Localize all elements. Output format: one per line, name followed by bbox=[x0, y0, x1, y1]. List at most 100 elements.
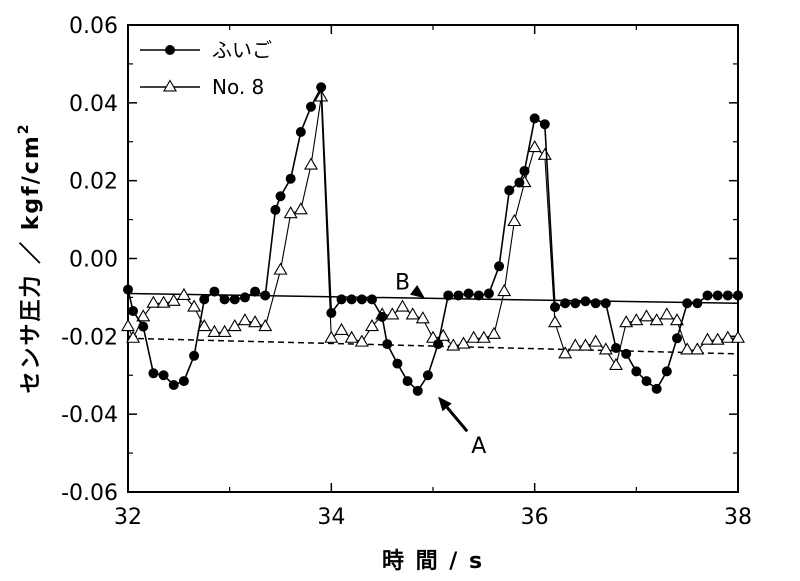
data-point-fuigo bbox=[560, 298, 571, 309]
data-point-fuigo bbox=[672, 333, 682, 344]
data-point-fuigo bbox=[483, 288, 494, 299]
x-tick-label: 32 bbox=[114, 505, 142, 530]
data-point-fuigo bbox=[473, 290, 484, 301]
data-point-fuigo bbox=[377, 311, 388, 322]
data-point-no8 bbox=[364, 318, 380, 332]
x-tick-label: 38 bbox=[724, 505, 752, 530]
reference-lines bbox=[127, 292, 739, 355]
annotations: BA bbox=[395, 271, 486, 459]
data-point-fuigo bbox=[128, 306, 139, 317]
data-point-no8 bbox=[395, 299, 410, 312]
data-point-no8 bbox=[283, 206, 298, 219]
data-point-fuigo bbox=[199, 294, 210, 305]
data-point-fuigo bbox=[219, 294, 230, 305]
data-point-fuigo bbox=[433, 339, 444, 350]
data-point-no8 bbox=[568, 338, 583, 351]
data-point-no8 bbox=[237, 313, 252, 326]
data-point-fuigo bbox=[514, 177, 525, 188]
data-point-no8 bbox=[258, 318, 273, 332]
data-point-no8 bbox=[405, 307, 420, 320]
data-point-no8 bbox=[207, 324, 222, 337]
data-point-fuigo bbox=[463, 288, 474, 299]
reference-line-a bbox=[127, 337, 739, 355]
data-point-fuigo bbox=[168, 379, 179, 390]
data-point-no8 bbox=[273, 262, 288, 275]
y-axis-label-superscript: 2 bbox=[16, 122, 32, 134]
data-point-no8 bbox=[197, 318, 212, 332]
data-point-fuigo bbox=[326, 307, 337, 318]
data-point-no8 bbox=[415, 311, 430, 324]
data-point-fuigo bbox=[260, 290, 271, 301]
data-point-fuigo bbox=[733, 290, 743, 301]
data-point-fuigo bbox=[336, 294, 347, 305]
data-point-fuigo bbox=[178, 376, 189, 387]
data-point-fuigo bbox=[402, 376, 413, 387]
data-point-fuigo bbox=[239, 292, 250, 303]
data-point-no8 bbox=[598, 342, 613, 355]
data-point-no8 bbox=[730, 330, 746, 343]
y-tick-label: -0.04 bbox=[61, 403, 118, 428]
data-point-fuigo bbox=[158, 370, 169, 381]
y-tick-label: 0.00 bbox=[69, 248, 118, 273]
data-point-fuigo bbox=[529, 113, 540, 124]
data-point-no8 bbox=[547, 315, 563, 328]
data-point-no8 bbox=[293, 202, 308, 215]
y-tick-label: 0.06 bbox=[69, 14, 118, 39]
x-tick-label: 34 bbox=[317, 505, 345, 530]
data-point-no8 bbox=[486, 326, 502, 339]
x-tick-label: 36 bbox=[521, 505, 549, 530]
data-point-fuigo bbox=[621, 348, 632, 359]
y-axis-label: センサ圧力 ／ kgf/cm2 bbox=[16, 122, 44, 393]
data-point-no8 bbox=[334, 322, 349, 336]
y-tick-label: 0.02 bbox=[69, 170, 118, 195]
data-point-no8 bbox=[527, 139, 542, 153]
data-point-fuigo bbox=[422, 370, 433, 381]
data-point-no8 bbox=[176, 287, 191, 300]
data-point-no8 bbox=[227, 318, 242, 332]
data-point-no8 bbox=[324, 330, 339, 343]
data-point-fuigo bbox=[138, 321, 149, 332]
legend-label-fuigo: ふいご bbox=[212, 38, 272, 62]
reference-line-b bbox=[127, 292, 739, 305]
data-point-fuigo bbox=[550, 302, 560, 313]
data-point-fuigo bbox=[692, 298, 703, 309]
data-point-fuigo bbox=[590, 298, 601, 309]
legend-marker-fuigo bbox=[165, 45, 175, 55]
data-point-no8 bbox=[476, 330, 491, 343]
data-point-fuigo bbox=[306, 101, 316, 112]
data-point-fuigo bbox=[504, 185, 515, 196]
data-point-fuigo bbox=[316, 82, 327, 93]
data-point-fuigo bbox=[367, 294, 377, 305]
data-point-no8 bbox=[354, 334, 369, 347]
annotation-label-b: B bbox=[395, 271, 410, 296]
data-point-fuigo bbox=[641, 376, 652, 387]
series-line-fuigo bbox=[127, 84, 738, 393]
data-point-fuigo bbox=[270, 204, 281, 215]
data-point-fuigo bbox=[600, 298, 611, 309]
data-point-fuigo bbox=[356, 294, 367, 305]
annotation-arrow-a bbox=[445, 406, 469, 433]
data-point-no8 bbox=[619, 315, 634, 328]
data-point-no8 bbox=[629, 313, 644, 326]
annotation-arrowhead-b bbox=[410, 285, 425, 299]
data-point-fuigo bbox=[275, 191, 286, 202]
data-point-fuigo bbox=[519, 165, 530, 176]
data-point-no8 bbox=[303, 157, 319, 170]
data-point-fuigo bbox=[346, 294, 357, 305]
data-point-fuigo bbox=[382, 339, 393, 350]
legend: ふいご No. 8 bbox=[140, 38, 272, 99]
data-point-no8 bbox=[659, 307, 674, 320]
data-point-no8 bbox=[710, 332, 725, 345]
data-point-fuigo bbox=[123, 284, 133, 295]
data-point-no8 bbox=[456, 336, 471, 349]
x-axis-label: 時 間 / s bbox=[382, 549, 484, 574]
data-point-fuigo bbox=[682, 298, 693, 309]
data-point-fuigo bbox=[611, 343, 621, 354]
data-point-no8 bbox=[187, 299, 202, 312]
data-point-fuigo bbox=[209, 286, 220, 297]
data-point-fuigo bbox=[702, 290, 713, 301]
y-tick-label: -0.06 bbox=[61, 481, 118, 506]
data-point-fuigo bbox=[570, 298, 581, 309]
legend-label-no8: No. 8 bbox=[212, 75, 264, 99]
y-tick-label: 0.04 bbox=[69, 92, 118, 117]
